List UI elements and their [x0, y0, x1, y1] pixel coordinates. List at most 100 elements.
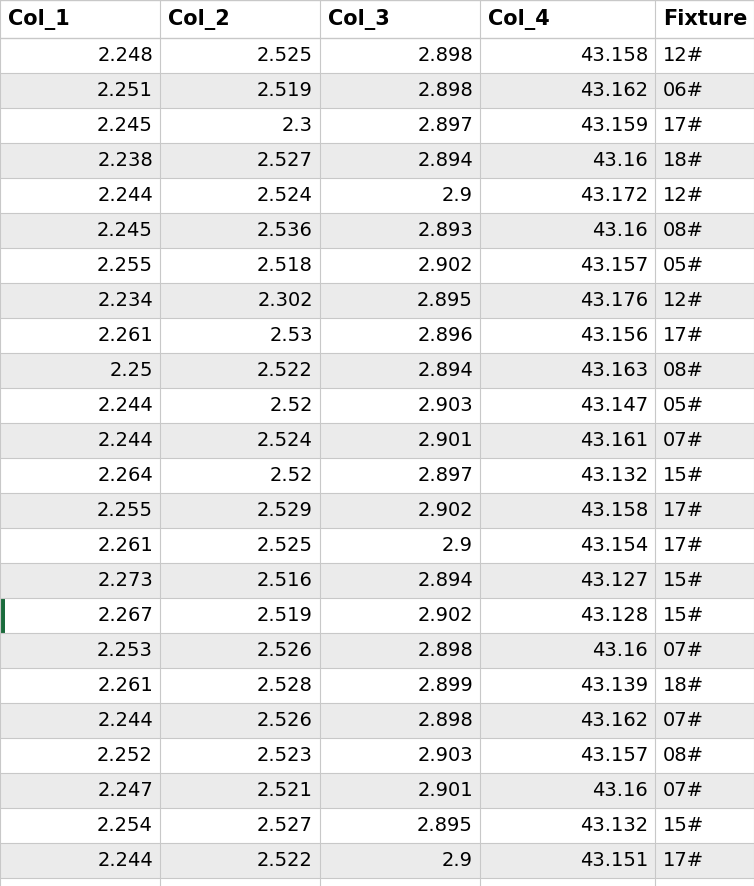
- Text: 43.172: 43.172: [580, 186, 648, 205]
- Text: 2.527: 2.527: [257, 151, 313, 170]
- Text: 2.524: 2.524: [257, 431, 313, 450]
- Text: 08#: 08#: [663, 746, 704, 765]
- Text: 2.516: 2.516: [257, 571, 313, 590]
- Bar: [0, 843, 754, 878]
- Text: 2.255: 2.255: [97, 501, 153, 520]
- Text: 2.9: 2.9: [442, 851, 473, 870]
- Bar: [0, 633, 754, 668]
- Text: 07#: 07#: [663, 781, 704, 800]
- Text: 2.525: 2.525: [257, 46, 313, 65]
- Text: 43.16: 43.16: [592, 641, 648, 660]
- Text: 43.132: 43.132: [580, 816, 648, 835]
- Text: 2.898: 2.898: [417, 711, 473, 730]
- Text: 2.898: 2.898: [417, 641, 473, 660]
- Bar: [0, 808, 754, 843]
- Text: 2.244: 2.244: [97, 711, 153, 730]
- Text: 43.161: 43.161: [580, 431, 648, 450]
- Text: 18#: 18#: [663, 151, 704, 170]
- Text: 2.518: 2.518: [257, 256, 313, 275]
- Text: 2.897: 2.897: [417, 466, 473, 485]
- Text: 2.902: 2.902: [418, 501, 473, 520]
- Text: 2.238: 2.238: [97, 151, 153, 170]
- Text: 2.9: 2.9: [442, 536, 473, 555]
- Text: 2.3: 2.3: [282, 116, 313, 135]
- Text: 17#: 17#: [663, 326, 704, 345]
- Bar: [0, 283, 754, 318]
- Text: 43.159: 43.159: [580, 116, 648, 135]
- Bar: [0, 598, 754, 633]
- Text: Fixture: Fixture: [663, 9, 747, 29]
- Text: 2.523: 2.523: [257, 746, 313, 765]
- Text: 15#: 15#: [663, 571, 704, 590]
- Text: 17#: 17#: [663, 851, 704, 870]
- Text: 2.52: 2.52: [269, 466, 313, 485]
- Bar: [0, 703, 754, 738]
- Text: 2.273: 2.273: [97, 571, 153, 590]
- Text: 2.902: 2.902: [418, 606, 473, 625]
- Text: 43.158: 43.158: [580, 501, 648, 520]
- Text: 2.25: 2.25: [109, 361, 153, 380]
- Text: 12#: 12#: [663, 186, 704, 205]
- Text: 43.139: 43.139: [580, 676, 648, 695]
- Text: 2.255: 2.255: [97, 256, 153, 275]
- Text: 43.158: 43.158: [580, 46, 648, 65]
- Text: 2.894: 2.894: [417, 151, 473, 170]
- Text: 17#: 17#: [663, 116, 704, 135]
- Text: 2.902: 2.902: [418, 256, 473, 275]
- Text: 2.522: 2.522: [257, 361, 313, 380]
- Text: 2.244: 2.244: [97, 396, 153, 415]
- Text: 43.16: 43.16: [592, 151, 648, 170]
- Text: 2.903: 2.903: [418, 396, 473, 415]
- Text: 2.245: 2.245: [97, 221, 153, 240]
- Text: 2.252: 2.252: [97, 746, 153, 765]
- Text: 43.16: 43.16: [592, 221, 648, 240]
- Bar: [0, 73, 754, 108]
- Text: 2.901: 2.901: [418, 431, 473, 450]
- Text: 2.897: 2.897: [417, 116, 473, 135]
- Text: 2.253: 2.253: [97, 641, 153, 660]
- Text: 43.157: 43.157: [580, 256, 648, 275]
- Bar: [0, 143, 754, 178]
- Bar: [0, 353, 754, 388]
- Text: 2.244: 2.244: [97, 186, 153, 205]
- Text: 43.16: 43.16: [592, 781, 648, 800]
- Text: 07#: 07#: [663, 641, 704, 660]
- Text: 43.127: 43.127: [580, 571, 648, 590]
- Text: 2.526: 2.526: [257, 641, 313, 660]
- Text: 2.895: 2.895: [417, 816, 473, 835]
- Text: 08#: 08#: [663, 221, 704, 240]
- Text: 43.163: 43.163: [580, 361, 648, 380]
- Text: 2.898: 2.898: [417, 81, 473, 100]
- Text: 08#: 08#: [663, 361, 704, 380]
- Text: 2.536: 2.536: [257, 221, 313, 240]
- Text: 05#: 05#: [663, 396, 704, 415]
- Bar: [0, 423, 754, 458]
- Text: 2.527: 2.527: [257, 816, 313, 835]
- Text: 2.894: 2.894: [417, 361, 473, 380]
- Text: 2.251: 2.251: [97, 81, 153, 100]
- Text: 2.524: 2.524: [257, 186, 313, 205]
- Text: Col_1: Col_1: [8, 9, 70, 29]
- Bar: [0, 108, 754, 143]
- Bar: [0, 458, 754, 493]
- Text: 43.162: 43.162: [580, 81, 648, 100]
- Bar: [0, 38, 754, 73]
- Text: 43.176: 43.176: [580, 291, 648, 310]
- Text: 2.519: 2.519: [257, 81, 313, 100]
- Text: 2.528: 2.528: [257, 676, 313, 695]
- Bar: [0, 563, 754, 598]
- Text: 43.128: 43.128: [580, 606, 648, 625]
- Text: 2.893: 2.893: [417, 221, 473, 240]
- Text: 2.264: 2.264: [97, 466, 153, 485]
- Text: 12#: 12#: [663, 291, 704, 310]
- Bar: [0, 493, 754, 528]
- Text: 2.896: 2.896: [417, 326, 473, 345]
- Text: 2.245: 2.245: [97, 116, 153, 135]
- Text: Col_4: Col_4: [488, 9, 550, 29]
- Text: 43.151: 43.151: [580, 851, 648, 870]
- Text: 2.247: 2.247: [97, 781, 153, 800]
- Text: 43.132: 43.132: [580, 466, 648, 485]
- Text: 2.9: 2.9: [442, 186, 473, 205]
- Bar: [0, 318, 754, 353]
- Text: 43.154: 43.154: [580, 536, 648, 555]
